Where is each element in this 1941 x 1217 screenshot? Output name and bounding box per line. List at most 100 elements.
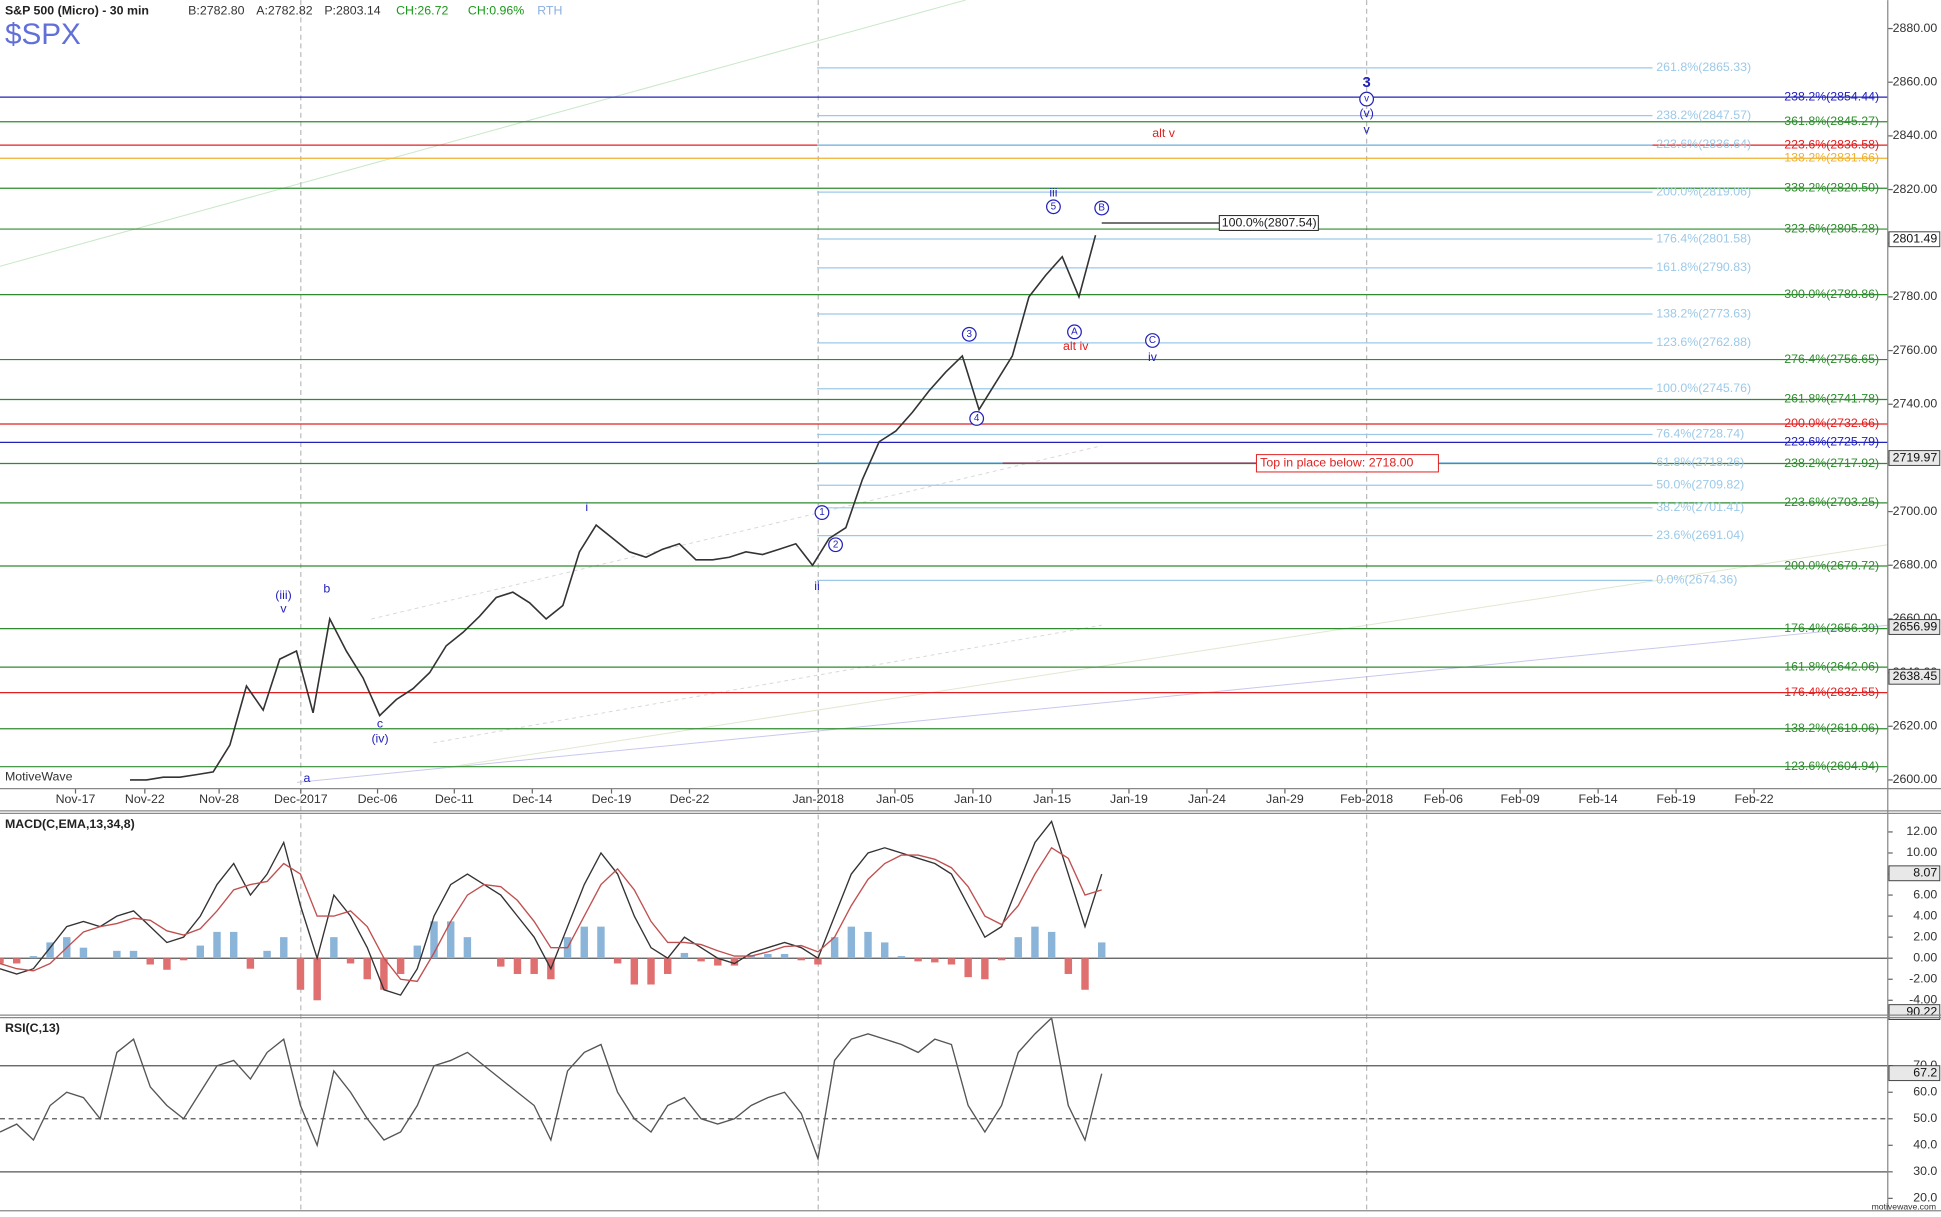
wave-label: (iii) (275, 588, 291, 602)
histogram-bar (947, 958, 956, 965)
y-tick-label: 2740.00 (1893, 397, 1938, 411)
wave-label: A (1071, 326, 1078, 337)
histogram-bar (1081, 958, 1089, 990)
histogram-bar (213, 931, 221, 959)
y-tick-label: 2820.00 (1893, 182, 1938, 196)
wave-label: ii (814, 579, 820, 593)
histogram-bar (263, 950, 271, 959)
histogram-bar (29, 956, 38, 959)
histogram-bar (463, 937, 472, 959)
histogram-bar (1064, 958, 1073, 974)
histogram-bar (346, 958, 355, 964)
wave-circle (1094, 200, 1110, 216)
wave-circle (1067, 324, 1082, 340)
wave-label: iv (1148, 350, 1158, 364)
histogram-bar (814, 958, 822, 965)
histogram-bar (430, 921, 438, 959)
wave-circle (961, 326, 977, 342)
value-badge-label: 2719.97 (1893, 450, 1938, 464)
value-badge-label: 67.2 (1913, 1065, 1937, 1079)
y-tick-label: 2600.00 (1893, 772, 1938, 786)
trend-line (0, 0, 966, 267)
fib-label: 38.2%(2701.41) (1656, 500, 1744, 514)
histogram-bar (129, 950, 138, 959)
wave-label: 2 (833, 539, 839, 550)
wave-label: 3 (1362, 75, 1370, 91)
channel-line (433, 624, 1102, 744)
x-tick-label: Feb-2018 (1340, 792, 1393, 806)
y-tick-label: 2880.00 (1893, 21, 1938, 35)
histogram-bar (413, 945, 422, 959)
rsi-line (0, 1016, 1103, 1162)
wave-label: B (1098, 203, 1105, 214)
channel-line (371, 445, 1102, 620)
value-badge (1888, 231, 1941, 248)
fib-label: 138.2%(2773.63) (1656, 306, 1751, 320)
histogram-bar (196, 945, 205, 959)
y-tick-label: 2860.00 (1893, 74, 1938, 88)
histogram-bar (914, 958, 922, 962)
wave-circle (828, 537, 843, 553)
histogram-bar (663, 958, 672, 974)
x-tick-label: Feb-14 (1579, 792, 1618, 806)
histogram-bar (714, 958, 722, 966)
y-tick-label: 2620.00 (1893, 719, 1938, 733)
fib-label: 176.4%(2656.39) (1784, 621, 1879, 635)
fib-label: 176.4%(2632.55) (1784, 685, 1879, 699)
histogram-bar (931, 958, 939, 963)
wave-label: 5 (1051, 201, 1057, 212)
fib-label: 138.2%(2831.66) (1784, 151, 1879, 165)
fib-label: 238.2%(2854.44) (1784, 89, 1879, 103)
fib-label: 223.6%(2836.58) (1784, 137, 1879, 151)
fib-label: 23.6%(2691.04) (1656, 528, 1744, 542)
x-tick-label: Jan-29 (1266, 792, 1304, 806)
histogram-bar (580, 926, 588, 959)
histogram-bar (229, 931, 238, 959)
histogram-bar (597, 926, 605, 959)
value-badge-label: 8.07 (1913, 866, 1937, 880)
histogram-bar (446, 921, 455, 959)
macd-line (0, 846, 1102, 983)
panel-title: MACD(C,EMA,13,34,8) (5, 817, 135, 831)
y-tick-label: 2760.00 (1893, 343, 1938, 357)
fib-label: 261.8%(2865.33) (1656, 60, 1751, 74)
ask: A:2782.82 (256, 3, 312, 17)
fib-label: 261.8%(2741.78) (1784, 392, 1879, 406)
symbol: $SPX (5, 18, 81, 51)
value-badge (1888, 619, 1941, 635)
fib-label: 138.2%(2619.06) (1784, 721, 1879, 735)
wave-circle (1145, 333, 1160, 348)
fib-label: 238.2%(2847.57) (1656, 108, 1751, 122)
value-badge-label: 2656.99 (1893, 619, 1938, 633)
x-tick-label: Jan-15 (1033, 792, 1071, 806)
histogram-bar (246, 958, 255, 969)
wave-label: v (1364, 94, 1369, 105)
fib-label: 223.6%(2836.64) (1656, 137, 1751, 151)
wave-label: a (304, 771, 311, 785)
histogram-bar (897, 956, 906, 959)
chart-title: S&P 500 (Micro) - 30 min (5, 3, 149, 17)
wave-label: b (323, 582, 330, 596)
histogram-bar (997, 958, 1006, 961)
histogram-bar (797, 958, 805, 961)
x-tick-label: Nov-22 (125, 792, 165, 806)
histogram-bar (847, 926, 856, 959)
histogram-bar (1031, 926, 1039, 959)
fib-label: 223.6%(2725.79) (1784, 435, 1879, 449)
site: motivewave.com (1872, 1201, 1936, 1211)
histogram-bar (1098, 942, 1106, 959)
x-tick-label: Nov-28 (199, 792, 239, 806)
histogram-bar (296, 958, 305, 990)
x-tick-label: Dec-11 (435, 792, 474, 806)
fib-label: 123.6%(2762.88) (1656, 335, 1751, 349)
wave-label: iii (1049, 185, 1057, 199)
y-tick-label: 30.0 (1913, 1164, 1937, 1178)
change-pct: CH:0.96% (468, 3, 524, 17)
fib-label: 50.0%(2709.82) (1656, 478, 1744, 492)
wave-label: i (585, 500, 588, 514)
fib-label: 300.0%(2780.86) (1784, 287, 1879, 301)
wave-label: alt v (1152, 126, 1175, 140)
trend-line (445, 544, 1888, 769)
